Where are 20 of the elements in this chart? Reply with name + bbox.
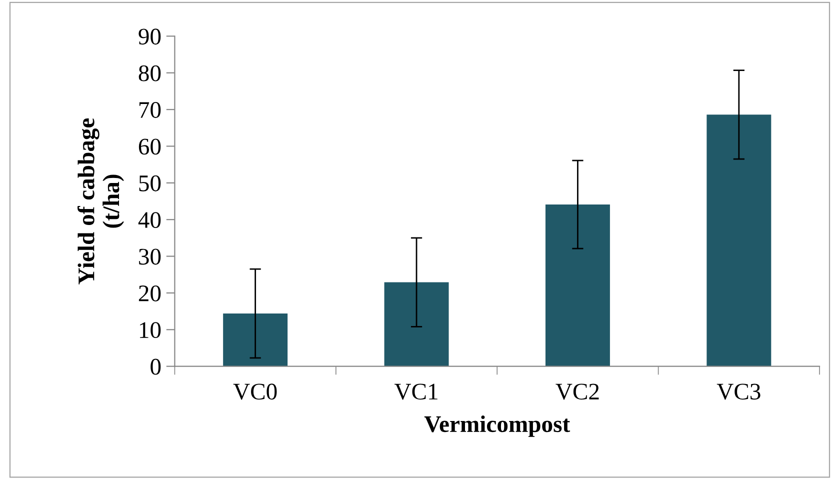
x-tick-label: VC3 (716, 384, 760, 400)
y-tick-label: 60 (138, 138, 161, 155)
y-tick-label: 30 (139, 248, 161, 265)
x-tick-label: VC1 (394, 384, 438, 400)
bar (545, 204, 610, 366)
bar (384, 282, 449, 366)
y-tick-label: 40 (138, 212, 161, 228)
y-tick-label: 20 (138, 285, 161, 302)
y-tick-label: 70 (139, 102, 161, 118)
y-tick-label: 0 (150, 358, 161, 375)
y-tick-label: 50 (139, 175, 161, 192)
x-axis-title: Vermicompost (424, 416, 570, 437)
y-tick-label: 80 (138, 65, 161, 82)
x-tick-label: VC0 (233, 384, 277, 400)
x-tick-label: VC2 (556, 384, 599, 400)
y-tick-label: 90 (138, 28, 161, 45)
y-axis-title: Yield of cabbage (t/ha) (78, 118, 124, 284)
bar (706, 114, 772, 366)
bar (223, 313, 288, 366)
y-tick-label: 10 (140, 322, 161, 338)
